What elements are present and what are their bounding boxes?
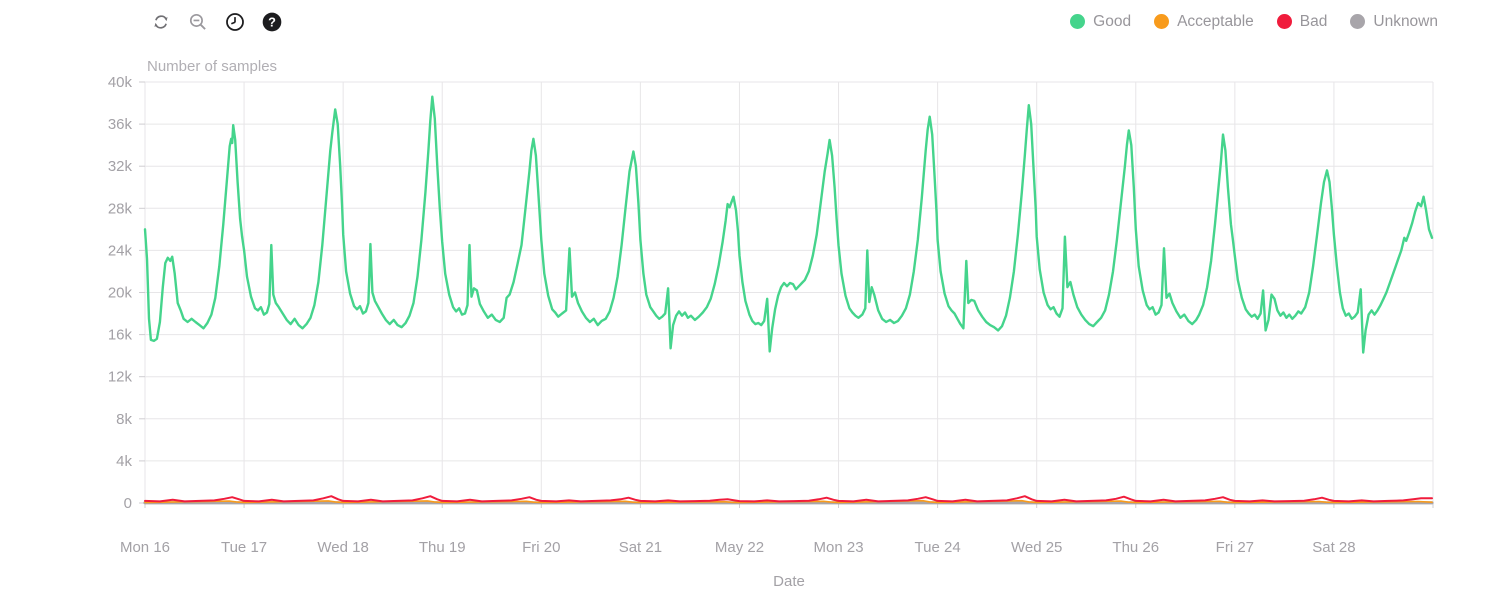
- zoom-out-icon[interactable]: [188, 12, 208, 32]
- grid: [139, 81, 1434, 508]
- y-tick-label: 40k: [108, 74, 133, 91]
- help-icon[interactable]: ?: [262, 12, 282, 32]
- legend-item-acceptable[interactable]: Acceptable: [1154, 14, 1254, 30]
- legend-label-good: Good: [1093, 13, 1132, 30]
- y-tick-label: 16k: [108, 327, 133, 344]
- y-tick-label: 28k: [108, 200, 133, 217]
- x-tick-label: Tue 24: [915, 539, 961, 556]
- legend-label-acceptable: Acceptable: [1177, 13, 1254, 30]
- chart-toolbar: ?: [151, 12, 282, 32]
- x-tick-label: May 22: [715, 539, 764, 556]
- series-bad-line[interactable]: [144, 495, 1433, 503]
- x-axis-title: Date: [773, 573, 805, 590]
- x-tick-label: Wed 18: [317, 539, 368, 556]
- y-tick-label: 8k: [116, 411, 132, 428]
- legend-item-good[interactable]: Good: [1070, 14, 1131, 30]
- series-good-line[interactable]: [143, 95, 1434, 354]
- y-tick-label: 0: [124, 495, 132, 512]
- legend-swatch-unknown: [1350, 14, 1366, 30]
- x-tick-label: Sat 21: [619, 539, 662, 556]
- series-acceptable-line[interactable]: [144, 499, 1433, 504]
- y-axis-title: Number of samples: [147, 58, 277, 75]
- x-tick-label: Thu 19: [419, 539, 466, 556]
- legend-item-unknown[interactable]: Unknown: [1350, 14, 1438, 30]
- refresh-icon[interactable]: [151, 12, 171, 32]
- legend-swatch-good: [1070, 14, 1086, 30]
- x-tick-label: Mon 16: [120, 539, 170, 556]
- history-icon[interactable]: [225, 12, 245, 32]
- y-axis-labels: 0 4k 8k 12k 16k 20k 24k 28k 32k 36k 40k: [108, 74, 133, 512]
- legend-swatch-bad: [1276, 14, 1292, 30]
- legend-item-bad[interactable]: Bad: [1276, 13, 1328, 30]
- chart-legend: Good Acceptable Bad Unknown: [1070, 14, 1438, 30]
- x-tick-label: Tue 17: [221, 539, 267, 556]
- y-tick-label: 36k: [108, 116, 133, 133]
- x-axis-labels: Mon 16 Tue 17 Wed 18 Thu 19 Fri 20 Sat 21 May …: [120, 539, 1356, 556]
- x-tick-label: Wed 25: [1011, 539, 1062, 556]
- legend-label-unknown: Unknown: [1373, 13, 1438, 30]
- x-tick-label: Fri 20: [522, 539, 560, 556]
- x-tick-label: Mon 23: [814, 539, 864, 556]
- svg-text:?: ?: [268, 15, 276, 30]
- y-tick-label: 32k: [108, 158, 133, 175]
- x-tick-label: Sat 28: [1312, 539, 1355, 556]
- y-tick-label: 4k: [116, 453, 132, 470]
- y-tick-label: 12k: [108, 369, 133, 386]
- y-tick-label: 24k: [108, 242, 133, 259]
- legend-label-bad: Bad: [1299, 13, 1328, 30]
- x-tick-label: Thu 26: [1112, 539, 1159, 556]
- x-tick-label: Fri 27: [1216, 539, 1254, 556]
- legend-swatch-acceptable: [1154, 14, 1170, 30]
- y-tick-label: 20k: [108, 285, 133, 302]
